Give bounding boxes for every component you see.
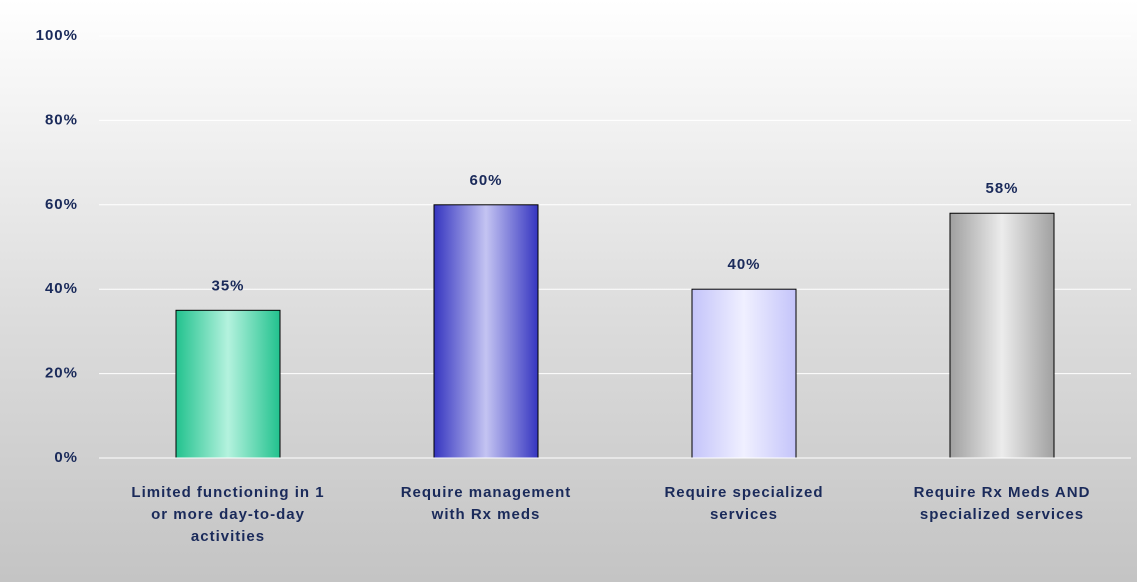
bar — [691, 288, 797, 459]
x-tick-label: Require management with Rx meds — [400, 484, 572, 523]
value-label: 35% — [211, 277, 244, 294]
value-label: 60% — [469, 172, 502, 189]
bar — [175, 309, 281, 459]
value-label: 40% — [727, 256, 760, 273]
y-tick-label: 40% — [45, 280, 78, 297]
y-tick-label: 80% — [45, 111, 78, 128]
y-tick-label: 20% — [45, 365, 78, 382]
y-tick-label: 60% — [45, 196, 78, 213]
x-tick-label: Limited functioning in 1 or more day-to-… — [131, 484, 325, 545]
y-tick-label: 0% — [54, 449, 78, 466]
y-tick-label: 100% — [36, 27, 78, 44]
x-tick-label: Require specialized services — [664, 484, 824, 523]
bar — [949, 212, 1055, 459]
value-label: 58% — [985, 180, 1018, 197]
bar — [433, 204, 539, 459]
x-tick-label: Require Rx Meds AND specialized services — [913, 484, 1091, 523]
